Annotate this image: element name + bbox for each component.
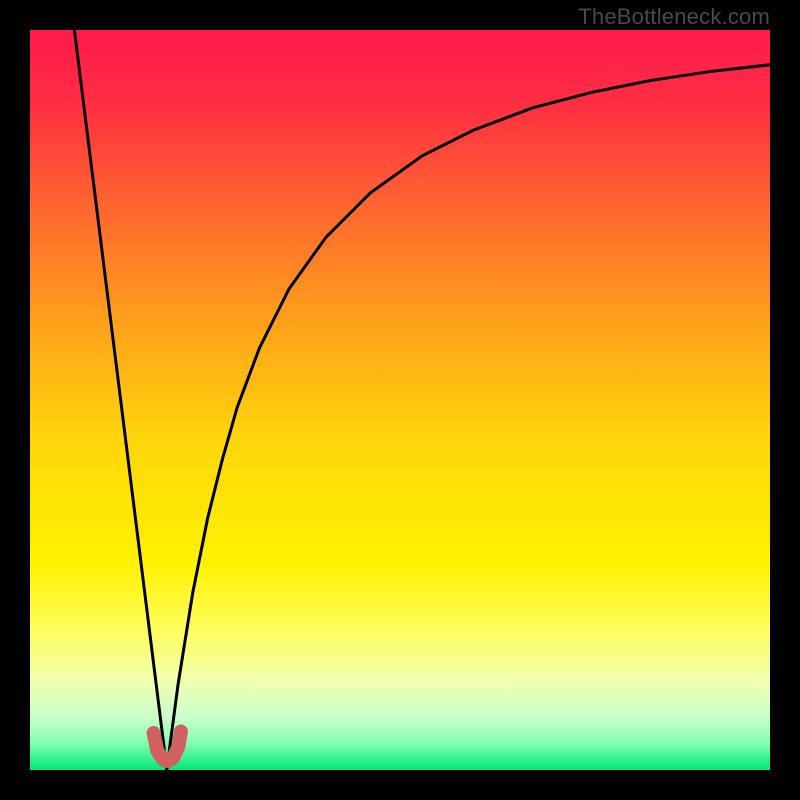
chart-svg (30, 30, 770, 770)
bottleneck-curve (74, 30, 770, 770)
optimum-marker (154, 732, 181, 762)
plot-area (30, 30, 770, 770)
watermark-text: TheBottleneck.com (578, 4, 770, 30)
